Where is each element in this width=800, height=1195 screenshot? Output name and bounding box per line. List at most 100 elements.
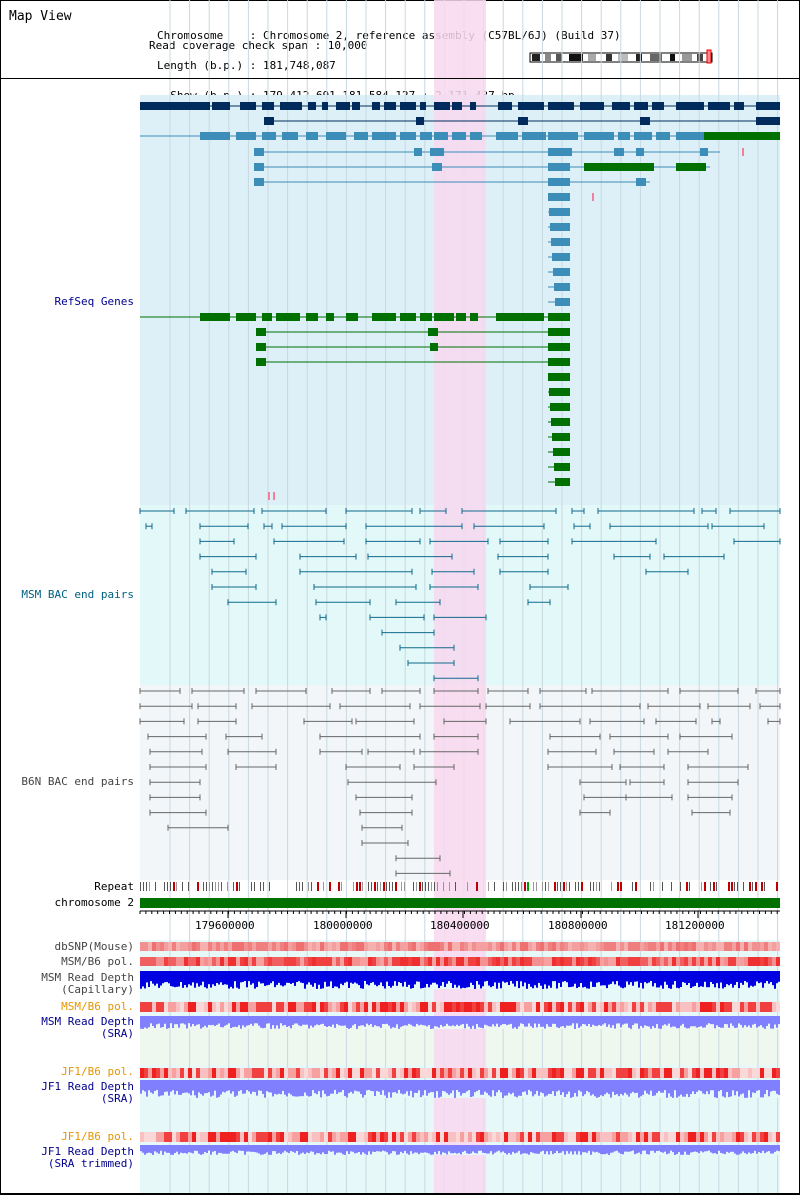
- gene-exon[interactable]: [254, 178, 264, 186]
- gene-exon[interactable]: [549, 388, 570, 396]
- gene-exon[interactable]: [262, 102, 274, 110]
- gene-exon[interactable]: [280, 102, 302, 110]
- heat-tracks-layer[interactable]: [140, 942, 780, 1155]
- gene-exon[interactable]: [551, 238, 570, 246]
- gene-exon[interactable]: [704, 132, 764, 140]
- jf1-read-depth-sra-label[interactable]: JF1 Read Depth: [41, 1080, 134, 1093]
- gene-exon[interactable]: [618, 132, 630, 140]
- gene-exon[interactable]: [308, 102, 316, 110]
- gene-exon[interactable]: [372, 132, 396, 140]
- gene-exon[interactable]: [676, 102, 704, 110]
- gene-exon[interactable]: [346, 313, 358, 321]
- gene-exon[interactable]: [428, 328, 438, 336]
- jf1-b6-pol-label-1[interactable]: JF1/B6 pol.: [61, 1065, 134, 1078]
- gene-exon[interactable]: [553, 448, 570, 456]
- gene-exon[interactable]: [518, 313, 544, 321]
- gene-exon[interactable]: [430, 343, 438, 351]
- refseq-label[interactable]: RefSeq Genes: [54, 295, 134, 308]
- gene-exon[interactable]: [580, 102, 604, 110]
- gene-exon[interactable]: [420, 313, 432, 321]
- gene-exon[interactable]: [676, 163, 706, 171]
- gene-exon[interactable]: [434, 132, 448, 140]
- gene-exon[interactable]: [306, 132, 318, 140]
- gene-exon[interactable]: [414, 148, 422, 156]
- gene-exon[interactable]: [322, 102, 328, 110]
- gene-exon[interactable]: [554, 463, 570, 471]
- gene-exon[interactable]: [262, 313, 272, 321]
- gene-exon[interactable]: [552, 253, 570, 261]
- gene-exon[interactable]: [236, 313, 256, 321]
- gene-exon[interactable]: [434, 313, 454, 321]
- dbsnp-label[interactable]: dbSNP(Mouse): [54, 940, 134, 953]
- b6n-bac-label[interactable]: B6N BAC end pairs: [21, 775, 134, 788]
- gene-exon[interactable]: [548, 358, 570, 366]
- gene-exon[interactable]: [236, 132, 256, 140]
- gene-exon[interactable]: [700, 148, 708, 156]
- gene-exon[interactable]: [400, 132, 416, 140]
- gene-exon[interactable]: [764, 132, 780, 140]
- gene-exon[interactable]: [496, 313, 518, 321]
- gene-exon[interactable]: [555, 298, 570, 306]
- gene-exon[interactable]: [553, 268, 570, 276]
- gene-exon[interactable]: [264, 117, 274, 125]
- gene-exon[interactable]: [256, 328, 266, 336]
- gene-exon[interactable]: [612, 102, 630, 110]
- gene-exon[interactable]: [555, 478, 570, 486]
- gene-exon[interactable]: [634, 102, 648, 110]
- gene-exon[interactable]: [384, 102, 396, 110]
- gene-exon[interactable]: [518, 102, 544, 110]
- gene-exon[interactable]: [262, 132, 276, 140]
- gene-exon[interactable]: [548, 343, 570, 351]
- jf1-read-depth-trimmed-label[interactable]: JF1 Read Depth: [41, 1145, 134, 1158]
- gene-exon[interactable]: [548, 163, 570, 171]
- gene-exon[interactable]: [548, 373, 570, 381]
- gene-exon[interactable]: [470, 313, 478, 321]
- gene-exon[interactable]: [452, 132, 466, 140]
- gene-exon[interactable]: [708, 102, 730, 110]
- msm-b6-pol-label-2[interactable]: MSM/B6 pol.: [61, 1000, 134, 1013]
- gene-exon[interactable]: [652, 102, 664, 110]
- gene-exon[interactable]: [354, 132, 368, 140]
- gene-exon[interactable]: [200, 132, 230, 140]
- gene-exon[interactable]: [326, 313, 334, 321]
- gene-exon[interactable]: [432, 163, 442, 171]
- gene-exon[interactable]: [676, 132, 704, 140]
- gene-exon[interactable]: [552, 433, 570, 441]
- gene-exon[interactable]: [200, 313, 230, 321]
- gene-exon[interactable]: [372, 102, 380, 110]
- selected-region-highlight[interactable]: [434, 0, 486, 1195]
- gene-exon[interactable]: [212, 102, 230, 110]
- gene-exon[interactable]: [554, 283, 570, 291]
- gene-exon[interactable]: [256, 343, 266, 351]
- gene-exon[interactable]: [372, 313, 396, 321]
- gene-exon[interactable]: [518, 117, 528, 125]
- gene-exon[interactable]: [634, 132, 652, 140]
- b6n-bac-layer[interactable]: [139, 688, 781, 877]
- gene-exon[interactable]: [550, 223, 570, 231]
- gene-exon[interactable]: [430, 148, 444, 156]
- msm-read-depth-capillary-label[interactable]: MSM Read Depth: [41, 971, 134, 984]
- jf1-b6-pol-label-2[interactable]: JF1/B6 pol.: [61, 1130, 134, 1143]
- gene-exon[interactable]: [452, 102, 462, 110]
- gene-exon[interactable]: [400, 313, 416, 321]
- gene-exon[interactable]: [306, 313, 318, 321]
- gene-exon[interactable]: [550, 403, 570, 411]
- gene-exon[interactable]: [548, 148, 572, 156]
- msm-bac-label[interactable]: MSM BAC end pairs: [21, 588, 134, 601]
- msm-b6-pol-label-1[interactable]: MSM/B6 pol.: [61, 955, 134, 968]
- gene-exon[interactable]: [522, 132, 546, 140]
- gene-exon[interactable]: [434, 102, 450, 110]
- refseq-genes-layer[interactable]: [140, 102, 780, 500]
- gene-exon[interactable]: [254, 148, 264, 156]
- gene-exon[interactable]: [548, 313, 570, 321]
- gene-exon[interactable]: [498, 102, 512, 110]
- gene-exon[interactable]: [470, 132, 482, 140]
- gene-exon[interactable]: [548, 328, 570, 336]
- gene-exon[interactable]: [254, 163, 264, 171]
- gene-exon[interactable]: [456, 313, 466, 321]
- repeat-label[interactable]: Repeat: [94, 880, 134, 893]
- gene-exon[interactable]: [400, 102, 416, 110]
- gene-exon[interactable]: [548, 178, 570, 186]
- gene-exon[interactable]: [276, 313, 300, 321]
- gene-exon[interactable]: [636, 148, 644, 156]
